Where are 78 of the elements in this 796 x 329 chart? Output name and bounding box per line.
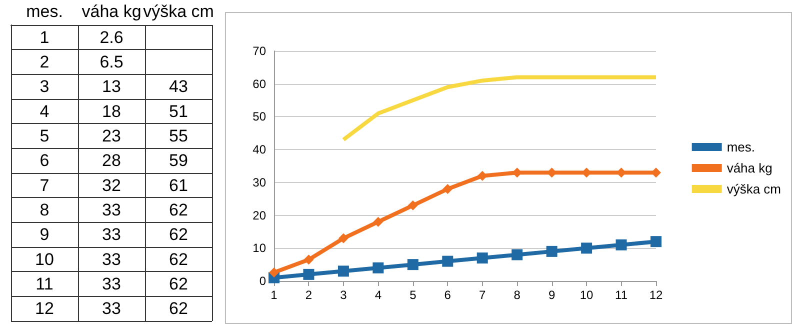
x-tick-label: 8 <box>514 288 521 302</box>
x-tick-label: 10 <box>580 288 594 302</box>
data-label: 5 <box>40 126 50 146</box>
point <box>651 168 661 178</box>
data-label: 51 <box>169 102 188 121</box>
data-label: 33 <box>102 274 121 294</box>
legend-label: mes. <box>726 140 755 154</box>
data-label: 28 <box>102 151 121 170</box>
x-tick-label: výška cm <box>143 2 214 21</box>
data-label: 62 <box>169 274 188 294</box>
x-tick-label: 5 <box>410 288 417 302</box>
y-tick-label: 20 <box>252 208 266 222</box>
data-label: 9 <box>40 225 50 244</box>
data-label: 33 <box>102 200 121 220</box>
data-label: 33 <box>102 225 121 244</box>
x-tick-label: 9 <box>548 288 556 302</box>
point <box>476 252 488 264</box>
data-label: 62 <box>169 200 188 220</box>
x-tick-label: 11 <box>615 288 628 302</box>
data-label: 55 <box>169 126 188 146</box>
data-label: 32 <box>102 176 121 195</box>
data-label: 62 <box>169 250 188 269</box>
point <box>269 267 279 278</box>
point <box>338 266 349 277</box>
x-tick-label: 6 <box>444 288 452 302</box>
y-tick-label: 60 <box>252 76 266 91</box>
data-label: 18 <box>102 102 121 121</box>
x-tick-label: mes. <box>26 2 63 21</box>
point <box>442 184 453 194</box>
legend-label: váha kg <box>726 160 772 176</box>
point <box>477 170 488 181</box>
x-tick-label: 4 <box>374 288 382 302</box>
x-tick-label: 2 <box>305 288 312 302</box>
y-tick-label: 40 <box>252 142 266 157</box>
point <box>512 249 523 260</box>
point <box>546 246 558 257</box>
data-label: 1 <box>40 28 50 47</box>
data-label: 6 <box>40 151 50 170</box>
data-label: 61 <box>169 176 188 195</box>
y-tick-label: 0 <box>259 274 266 288</box>
point <box>616 239 627 250</box>
point <box>372 262 384 274</box>
point <box>373 216 384 227</box>
data-label: 7 <box>40 176 50 195</box>
data-label: 2 <box>40 52 50 72</box>
data-label: 2.6 <box>100 28 124 47</box>
point <box>408 200 418 210</box>
point <box>338 233 348 244</box>
data-label: 6.5 <box>100 52 124 72</box>
y-tick-label: 50 <box>252 110 266 124</box>
point <box>442 256 454 267</box>
y-tick-label: 10 <box>252 241 266 256</box>
point <box>304 254 314 265</box>
x-tick-label: 7 <box>479 288 486 302</box>
data-label: 13 <box>102 77 121 96</box>
x-tick-label: 3 <box>340 288 348 302</box>
data-label: 23 <box>102 126 121 146</box>
data-label: 8 <box>40 200 50 220</box>
data-label: 43 <box>169 77 188 96</box>
point <box>650 236 662 248</box>
x-tick-label: váha kg <box>82 2 142 21</box>
data-label: 62 <box>169 299 188 318</box>
data-label: 33 <box>102 250 121 269</box>
point <box>407 259 418 270</box>
x-tick-label: 12 <box>649 288 663 302</box>
data-label: 10 <box>35 250 54 269</box>
data-label: 33 <box>102 299 121 318</box>
data-label: 59 <box>169 151 188 170</box>
x-tick-label: 1 <box>270 288 278 302</box>
line-series <box>341 75 658 142</box>
legend-label: výška cm <box>726 182 781 196</box>
point <box>303 268 314 280</box>
point <box>581 242 592 254</box>
y-tick-label: 30 <box>252 175 266 190</box>
data-label: 4 <box>40 102 50 121</box>
data-label: 62 <box>169 225 188 244</box>
y-tick-label: 70 <box>252 44 266 58</box>
data-label: 3 <box>40 77 50 96</box>
